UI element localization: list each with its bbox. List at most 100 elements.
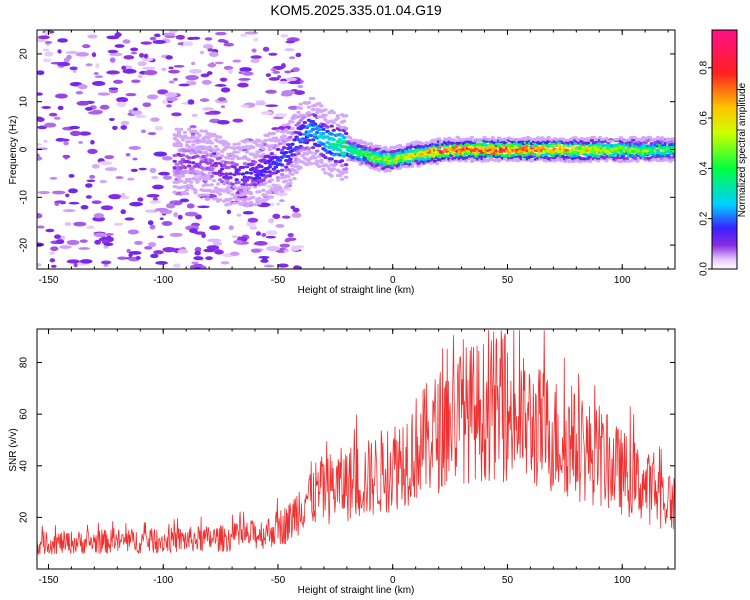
ridge-cell <box>298 106 303 110</box>
ridge-cell <box>304 162 310 167</box>
noise-blob <box>244 31 259 35</box>
noise-blob <box>49 251 55 256</box>
noise-blob <box>130 47 139 52</box>
ridge-cell <box>286 154 291 159</box>
noise-blob <box>288 81 301 85</box>
ridge-cell <box>308 151 314 155</box>
noise-blob <box>242 211 254 215</box>
noise-blob <box>79 259 93 264</box>
noise-blob <box>214 249 224 255</box>
noise-blob <box>220 87 231 93</box>
noise-blob <box>214 61 224 65</box>
ridge-cell <box>308 133 314 138</box>
ridge-cell <box>368 142 374 146</box>
noise-blob <box>280 33 289 38</box>
ridge-cell <box>505 149 510 153</box>
ridge-cell <box>432 159 438 163</box>
noise-blob <box>37 143 42 146</box>
ridge-cell <box>655 148 661 152</box>
noise-blob <box>69 66 78 71</box>
ridge-cell <box>234 178 239 182</box>
noise-blob <box>103 242 114 247</box>
noise-blob <box>217 97 227 102</box>
ridge-cell <box>290 142 295 146</box>
ridge-cell <box>257 138 262 143</box>
ridge-cell <box>182 185 188 189</box>
noise-blob <box>153 151 168 157</box>
ridge-cell <box>182 165 188 170</box>
ridge-cell <box>544 159 549 163</box>
ridge-cell <box>240 201 246 205</box>
noise-blob <box>91 164 100 169</box>
ridge-cell <box>672 142 675 146</box>
noise-blob <box>104 155 115 160</box>
noise-blob <box>290 205 296 210</box>
ridge-cell <box>275 178 281 183</box>
noise-blob <box>94 239 102 245</box>
noise-blob <box>209 225 221 231</box>
noise-blob <box>161 32 176 36</box>
noise-blob <box>87 148 98 155</box>
ridge-cell <box>222 163 227 167</box>
noise-blob <box>232 59 242 63</box>
noise-blob <box>242 71 254 76</box>
ridge-cell <box>244 204 250 208</box>
noise-blob <box>85 63 93 67</box>
snr-x-label: Height of straight line (km) <box>298 585 415 596</box>
noise-blob <box>127 177 135 181</box>
noise-blob <box>103 245 109 249</box>
noise-blob <box>140 129 147 134</box>
ridge-cell <box>232 142 237 146</box>
noise-blob <box>57 61 71 67</box>
ridge-cell <box>275 169 281 173</box>
noise-blob <box>220 105 226 109</box>
y-tick-label: 10 <box>19 96 30 108</box>
ridge-cell <box>496 136 502 140</box>
ridge-cell <box>213 197 219 201</box>
noise-blob <box>284 238 291 243</box>
ridge-cell <box>279 168 285 172</box>
ridge-cell <box>226 156 231 160</box>
x-tick-label: -100 <box>153 275 173 286</box>
noise-blob <box>207 63 217 68</box>
noise-blob <box>105 232 114 236</box>
ridge-cell <box>614 156 619 160</box>
ridge-cell <box>172 159 177 163</box>
ridge-cell <box>286 174 291 179</box>
noise-blob <box>166 104 172 108</box>
noise-blob <box>121 65 127 70</box>
ridge-cell <box>620 154 626 158</box>
ridge-cell <box>193 188 198 192</box>
noise-blob <box>134 240 143 246</box>
noise-blob <box>70 130 82 136</box>
ridge-cell <box>277 138 283 142</box>
ridge-cell <box>474 154 479 158</box>
noise-blob <box>189 228 198 234</box>
noise-blob <box>168 69 180 74</box>
noise-blob <box>261 233 267 237</box>
noise-blob <box>287 233 294 238</box>
ridge-cell <box>290 126 295 131</box>
ridge-cell <box>248 176 254 180</box>
colorbar: 0.0 0.2 0.4 0.6 0.8 Normalized spectral ampl… <box>699 29 748 276</box>
ridge-cell <box>259 143 264 148</box>
noise-blob <box>100 260 112 265</box>
noise-blob <box>237 236 242 241</box>
ridge-cell <box>294 135 299 139</box>
noise-blob <box>191 36 201 40</box>
noise-blob <box>48 112 58 117</box>
noise-blob <box>204 111 216 115</box>
ridge-cell <box>261 188 266 192</box>
ridge-cell <box>331 138 336 142</box>
snr-axes: -150 -100 -50 0 50 100 20 40 60 80 <box>19 329 675 586</box>
noise-blob <box>252 37 259 42</box>
noise-blob <box>147 220 154 226</box>
ridge-cell <box>281 141 287 146</box>
noise-blob <box>37 190 51 195</box>
ridge-cell <box>275 147 281 151</box>
noise-blob <box>77 83 88 90</box>
ridge-cell <box>261 178 266 182</box>
noise-blob <box>99 179 107 184</box>
ridge-cell <box>279 163 285 167</box>
